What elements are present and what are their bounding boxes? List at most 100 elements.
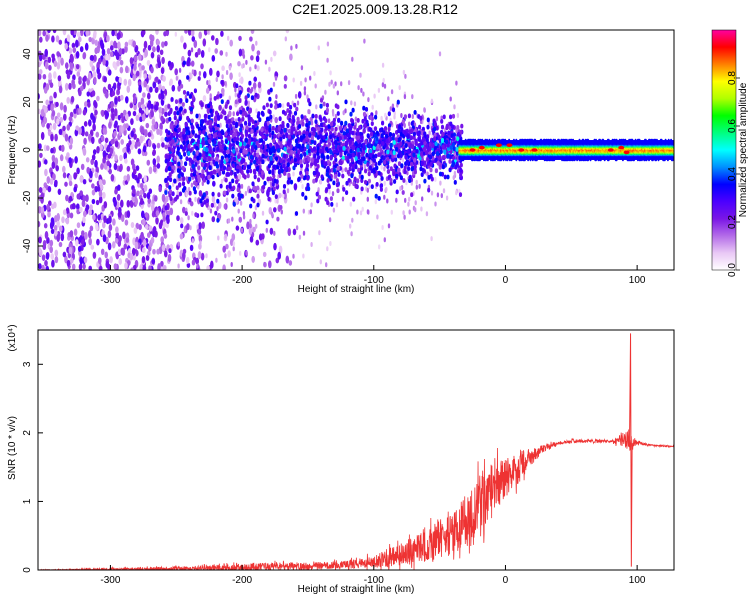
spectrogram-cell [407, 149, 411, 154]
spectrogram-cell [190, 30, 195, 37]
spectrogram-cell [117, 32, 121, 40]
spectrogram-cell [191, 259, 196, 266]
spectrogram-cell [191, 95, 195, 100]
spectrogram-cell [297, 91, 302, 99]
spectrogram-cell [449, 145, 453, 150]
spectrogram-cell [281, 123, 285, 129]
spectrogram-cell [356, 131, 360, 136]
spectrogram-cell [108, 215, 112, 224]
spectrogram-cell [212, 169, 216, 175]
spectrogram-cell [288, 260, 293, 266]
spectrogram-cell [400, 163, 404, 169]
spectrogram-cell [402, 210, 405, 216]
spectrogram-cell [202, 38, 207, 47]
spectrogram-cell [140, 197, 144, 206]
spectrogram-cell [408, 174, 412, 180]
spectrogram-cell [399, 141, 403, 147]
spectrogram-cell [102, 179, 106, 186]
spectrogram-cell [45, 265, 50, 270]
spectrogram-cell [342, 110, 345, 116]
spectrogram-cell [96, 95, 100, 102]
spectrogram-cell [392, 140, 396, 145]
spectrogram-cell [121, 116, 125, 124]
spectrogram-cell [152, 158, 157, 166]
spectrogram-cell [49, 239, 54, 247]
spectrogram-cell [351, 107, 355, 113]
spectrogram-cell [177, 103, 181, 109]
spectrogram-cell [241, 116, 245, 122]
spectrogram-cell [237, 208, 240, 214]
spectrogram-cell [269, 156, 273, 161]
spectrogram-cell [325, 146, 329, 152]
spectrogram-cell [200, 102, 204, 108]
spectrogram-cell [197, 76, 201, 81]
spectrogram-cell [336, 90, 339, 96]
spectrogram-cell [451, 161, 456, 167]
spectrogram-cell [373, 93, 376, 99]
spectrogram-cell [44, 168, 48, 177]
spectrogram-cell [93, 76, 97, 85]
spectrogram-cell [53, 71, 57, 79]
spectrogram-cell [116, 193, 121, 201]
spectrogram-cell [128, 39, 132, 46]
spectrogram-cell [101, 48, 106, 57]
spectrogram-cell [325, 102, 329, 108]
spectrogram-cell [156, 163, 161, 169]
spectrogram-cell [133, 264, 137, 270]
spectrogram-cell [121, 48, 125, 55]
spectrogram-cell [302, 133, 306, 139]
spectrogram-cell [269, 142, 273, 148]
spectrogram-cell [220, 80, 224, 85]
spectrogram-cell [112, 241, 116, 249]
spectrogram-cell [370, 131, 374, 137]
spectrogram-cell [245, 59, 248, 65]
spectrogram-cell [329, 241, 332, 246]
spectrogram-cell [92, 149, 97, 155]
spectrogram-cell [201, 181, 204, 186]
spectrogram-cell [294, 162, 298, 168]
spectrogram-cell [166, 216, 170, 225]
spectrogram-cell [326, 41, 330, 47]
spectrogram-cell [164, 178, 168, 184]
spectrogram-cell [397, 128, 401, 134]
spectrogram-cell [138, 84, 142, 93]
spectrogram-cell [255, 239, 260, 246]
spectrogram-cell [133, 103, 137, 111]
spectrogram-cell [302, 230, 306, 236]
spectrogram-cell [336, 165, 340, 171]
spectrogram-cell [345, 140, 349, 146]
spectrogram-cell [300, 174, 304, 179]
spectrogram-cell [213, 96, 217, 101]
spectrogram-cell [238, 35, 242, 42]
spectrogram-cell [224, 104, 228, 109]
spectrogram-cell [356, 118, 360, 123]
spectrogram-cell [54, 230, 58, 237]
spectrogram-cell [198, 130, 202, 136]
spectrogram-cell [249, 154, 254, 160]
spectrogram-cell [287, 172, 291, 178]
spectrogram-cell [173, 178, 177, 184]
spectrogram-cell [244, 120, 248, 126]
spectrogram-cell [44, 231, 49, 240]
spectrogram-cell [446, 153, 450, 159]
spectrogram-cell [156, 39, 160, 46]
spectrogram-cell [255, 55, 260, 63]
spectrogram-cell [233, 171, 237, 177]
spectrogram-cell [360, 87, 363, 93]
spectrogram-cell [434, 201, 437, 207]
spectrogram-cell [328, 217, 332, 223]
spectrogram-cell [198, 71, 202, 76]
spectrogram-cell [374, 199, 377, 205]
spectrogram-cell [417, 131, 421, 137]
spectrogram-cell [215, 37, 219, 46]
spectrogram-cell [191, 238, 194, 244]
spectrogram-cell [227, 250, 231, 258]
spectrogram-cell [191, 69, 195, 75]
spectrogram-cell [276, 198, 279, 204]
spectrogram-cell [428, 146, 432, 152]
spectrogram-cell [283, 171, 287, 176]
spectrogram-cell [38, 68, 43, 75]
spectrogram-cell [190, 60, 195, 67]
spectrogram-cell [88, 230, 92, 239]
spectrogram-cell [64, 255, 68, 264]
